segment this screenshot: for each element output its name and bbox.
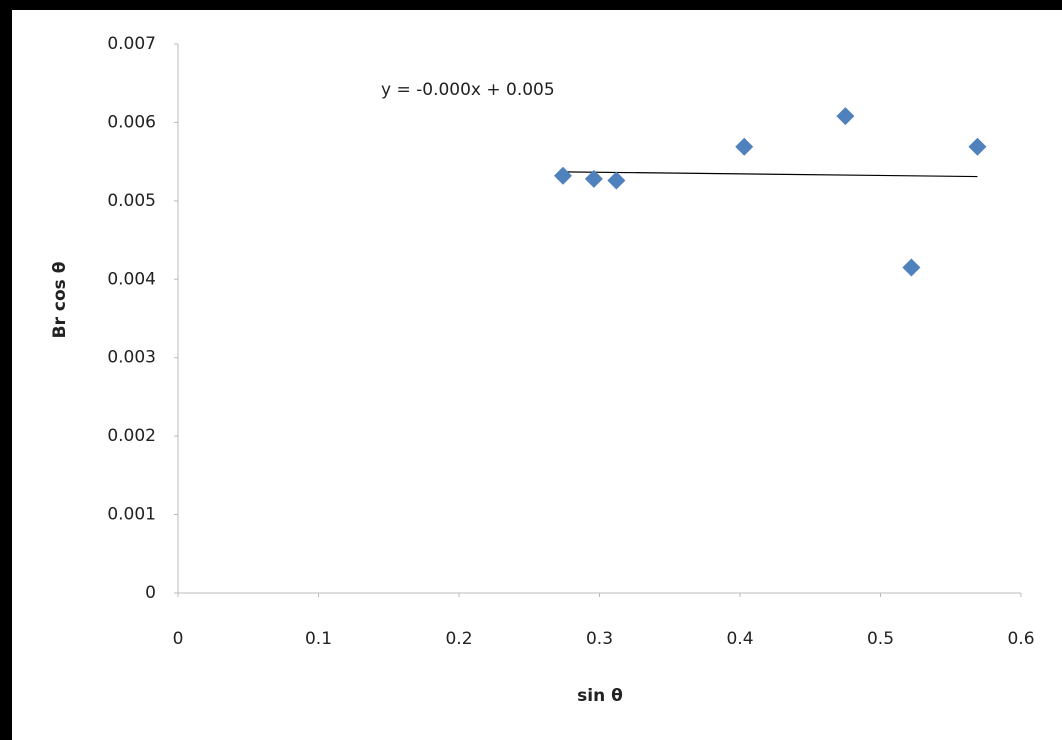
y-tick-label: 0.002 [107,426,156,446]
trendline-equation: y = -0.000x + 0.005 [381,80,555,100]
y-tick-label: 0.005 [107,191,156,211]
y-tick-label: 0.006 [107,112,156,132]
x-tick-label: 0 [173,629,184,649]
top-border [0,0,1062,10]
x-tick-label: 0.2 [445,629,472,649]
y-tick-label: 0.001 [107,505,156,525]
x-tick-label: 0.6 [1007,629,1034,649]
x-tick-label: 0.5 [867,629,894,649]
chart: sin θ Br cos θ y = -0.000x + 0.005 0 0.00… [0,0,1062,740]
left-border [0,0,12,740]
x-tick-label: 0.1 [305,629,332,649]
x-tick-label: 0.3 [586,629,613,649]
x-tick-label: 0.4 [726,629,753,649]
x-axis-label: sin θ [577,686,623,706]
y-axis-label: Br cos θ [50,262,70,339]
y-tick-label: 0 [145,583,156,603]
y-tick-label: 0.007 [107,34,156,54]
y-tick-label: 0.003 [107,348,156,368]
y-tick-label: 0.004 [107,269,156,289]
background [0,0,1062,740]
